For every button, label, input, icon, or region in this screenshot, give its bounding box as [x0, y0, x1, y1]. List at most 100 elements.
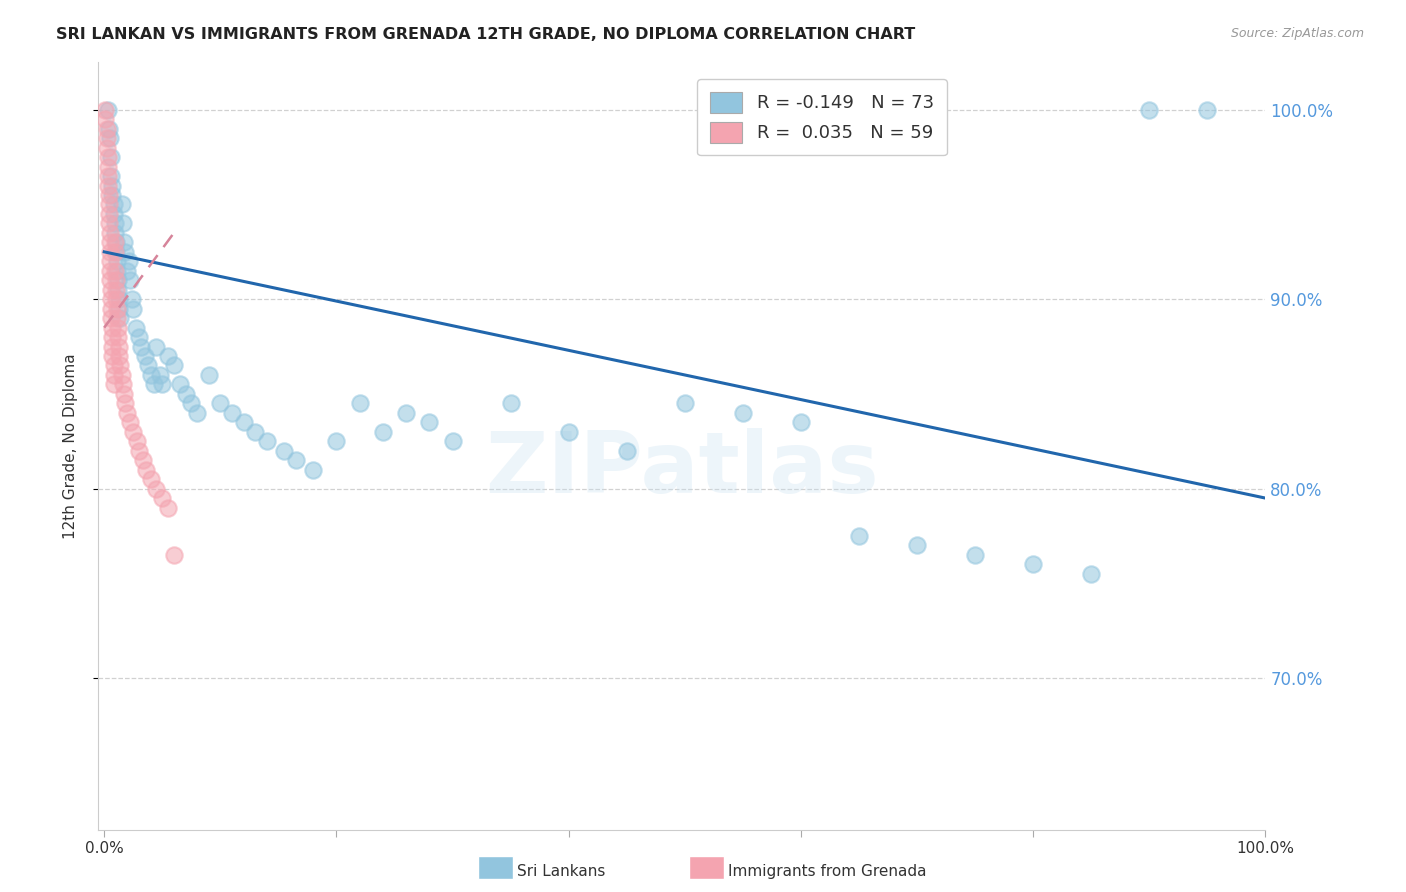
- Point: [97, 169, 120, 183]
- Point: [98, 264, 121, 278]
- Point: [848, 529, 870, 543]
- Point: [101, 178, 124, 193]
- Point: [131, 340, 153, 354]
- Point: [97, 121, 120, 136]
- Point: [96, 141, 118, 155]
- Point: [108, 301, 131, 316]
- Point: [97, 207, 120, 221]
- Point: [104, 264, 127, 278]
- Point: [107, 273, 129, 287]
- Point: [731, 406, 754, 420]
- Point: [97, 178, 120, 193]
- Point: [325, 434, 347, 449]
- Point: [103, 359, 125, 373]
- Point: [104, 292, 127, 306]
- Point: [103, 368, 125, 382]
- Point: [105, 301, 128, 316]
- Point: [117, 406, 139, 420]
- Point: [98, 131, 121, 145]
- Point: [96, 121, 118, 136]
- Point: [221, 406, 243, 420]
- Point: [139, 472, 162, 486]
- Point: [114, 244, 136, 259]
- Point: [131, 453, 153, 467]
- Point: [104, 273, 127, 287]
- Point: [150, 377, 173, 392]
- Point: [128, 443, 150, 458]
- Point: [104, 283, 127, 297]
- Point: [371, 425, 394, 439]
- Point: [143, 377, 166, 392]
- Point: [101, 188, 124, 202]
- Point: [149, 368, 172, 382]
- Point: [117, 254, 139, 268]
- Point: [100, 283, 122, 297]
- Point: [118, 273, 141, 287]
- Point: [96, 131, 118, 145]
- Point: [145, 482, 167, 496]
- Point: [138, 359, 160, 373]
- Point: [180, 396, 202, 410]
- Point: [97, 103, 120, 117]
- Point: [111, 377, 134, 392]
- Point: [101, 330, 124, 344]
- Point: [965, 548, 987, 562]
- Point: [110, 311, 132, 326]
- Point: [441, 434, 464, 449]
- Point: [1197, 103, 1219, 117]
- Point: [284, 453, 307, 467]
- Point: [125, 434, 148, 449]
- Point: [107, 330, 129, 344]
- Point: [128, 330, 150, 344]
- Point: [157, 500, 180, 515]
- Point: [905, 538, 928, 552]
- Point: [122, 301, 145, 316]
- Point: [108, 349, 131, 363]
- Point: [616, 443, 638, 458]
- Point: [186, 406, 208, 420]
- Point: [105, 254, 128, 268]
- Point: [1137, 103, 1160, 117]
- Point: [104, 244, 127, 259]
- Point: [98, 226, 121, 240]
- Point: [100, 150, 122, 164]
- Point: [499, 396, 522, 410]
- Point: [418, 415, 440, 429]
- Point: [108, 340, 131, 354]
- Point: [107, 283, 129, 297]
- Point: [139, 368, 162, 382]
- Point: [557, 425, 579, 439]
- Point: [94, 112, 117, 127]
- Point: [112, 235, 135, 250]
- Point: [97, 216, 120, 230]
- Point: [104, 235, 127, 250]
- Point: [174, 387, 197, 401]
- Text: SRI LANKAN VS IMMIGRANTS FROM GRENADA 12TH GRADE, NO DIPLOMA CORRELATION CHART: SRI LANKAN VS IMMIGRANTS FROM GRENADA 12…: [56, 27, 915, 42]
- Point: [157, 349, 180, 363]
- Text: ZIPatlas: ZIPatlas: [485, 427, 879, 510]
- Point: [97, 188, 120, 202]
- Point: [1080, 566, 1102, 581]
- Point: [98, 273, 121, 287]
- Point: [145, 340, 167, 354]
- Point: [121, 292, 143, 306]
- Point: [94, 103, 117, 117]
- Point: [107, 320, 129, 334]
- Point: [134, 349, 156, 363]
- Point: [100, 301, 122, 316]
- Legend: R = -0.149   N = 73, R =  0.035   N = 59: R = -0.149 N = 73, R = 0.035 N = 59: [697, 79, 946, 155]
- Point: [101, 349, 124, 363]
- Point: [163, 359, 186, 373]
- Point: [232, 415, 254, 429]
- Point: [135, 463, 157, 477]
- Point: [111, 216, 134, 230]
- Point: [97, 150, 120, 164]
- Point: [1022, 558, 1045, 572]
- Y-axis label: 12th Grade, No Diploma: 12th Grade, No Diploma: [63, 353, 77, 539]
- Point: [98, 254, 121, 268]
- Point: [98, 235, 121, 250]
- Point: [111, 197, 134, 211]
- Point: [273, 443, 295, 458]
- Point: [117, 264, 139, 278]
- Point: [110, 359, 132, 373]
